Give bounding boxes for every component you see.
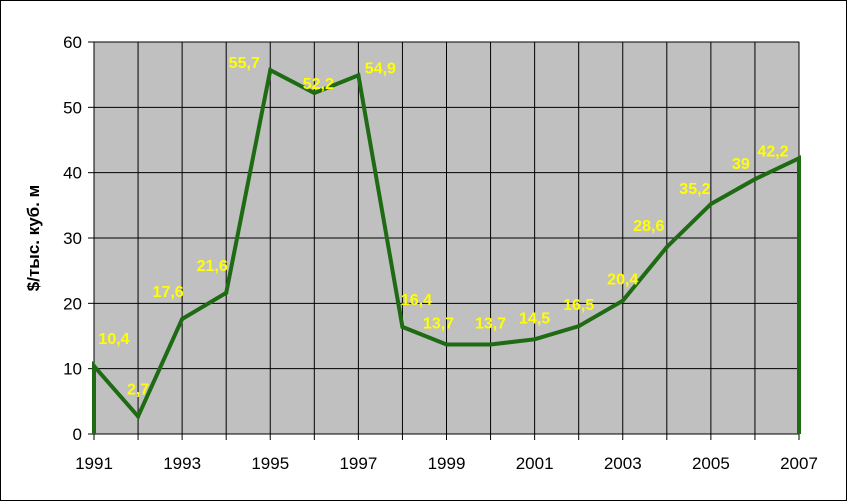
data-point [576,324,581,329]
data-label: 2,7 [127,381,149,398]
x-tick-label: 1995 [251,454,289,473]
y-tick-label: 60 [63,33,82,52]
y-tick-label: 50 [63,98,82,117]
data-point [752,177,757,182]
y-tick-label: 20 [63,294,82,313]
x-tick-label: 2005 [692,454,730,473]
data-point [268,68,273,73]
data-point [312,90,317,95]
data-point [797,156,801,161]
data-label: 10,4 [98,331,129,348]
data-point [620,298,625,303]
data-label: 21,6 [197,258,228,275]
series-group [92,67,801,434]
data-label: 16,5 [563,297,594,314]
y-tick-label: 10 [63,360,82,379]
data-point [400,324,405,329]
data-label: 13,7 [475,315,506,332]
data-label: 55,7 [229,55,260,72]
x-tick-label: 1999 [428,454,466,473]
data-point [136,414,141,419]
data-point [180,317,185,322]
x-tick-label: 1991 [75,454,113,473]
data-label: 35,2 [679,181,710,198]
x-tick-labels: 1991 1993 1995 1997 1999 2001 2003 2005 2007 [75,454,818,473]
data-label: 14,5 [519,310,550,327]
data-point [664,245,669,250]
data-label: 13,7 [423,315,454,332]
data-point [92,364,96,369]
data-label: 42,2 [757,143,788,160]
y-tick-labels: 0 10 20 30 40 50 60 [63,33,82,444]
data-label: 52,2 [303,76,334,93]
x-tick-label: 2003 [604,454,642,473]
x-tick-label: 2007 [780,454,818,473]
data-labels: 10,4 2,7 17,6 21,6 55,7 52,2 54,9 16,4 13,7 13,7 1… [98,55,788,398]
data-point [488,342,493,347]
data-label: 54,9 [365,60,396,77]
y-tick-label: 30 [63,229,82,248]
data-point [444,342,449,347]
data-label: 28,6 [633,218,664,235]
data-point [356,73,361,78]
data-point [224,290,229,295]
data-label: 17,6 [153,284,184,301]
y-tick-label: 40 [63,164,82,183]
data-point [708,202,713,207]
y-tick-label: 0 [73,425,82,444]
x-tick-label: 1993 [163,454,201,473]
data-point [532,337,537,342]
x-tick-label: 2001 [516,454,554,473]
data-label: 16,4 [401,292,432,309]
y-axis-label: $/тыс. куб. м [24,185,43,291]
data-label: 39 [732,156,750,173]
data-label: 20,4 [607,272,638,289]
x-tick-label: 1997 [339,454,377,473]
